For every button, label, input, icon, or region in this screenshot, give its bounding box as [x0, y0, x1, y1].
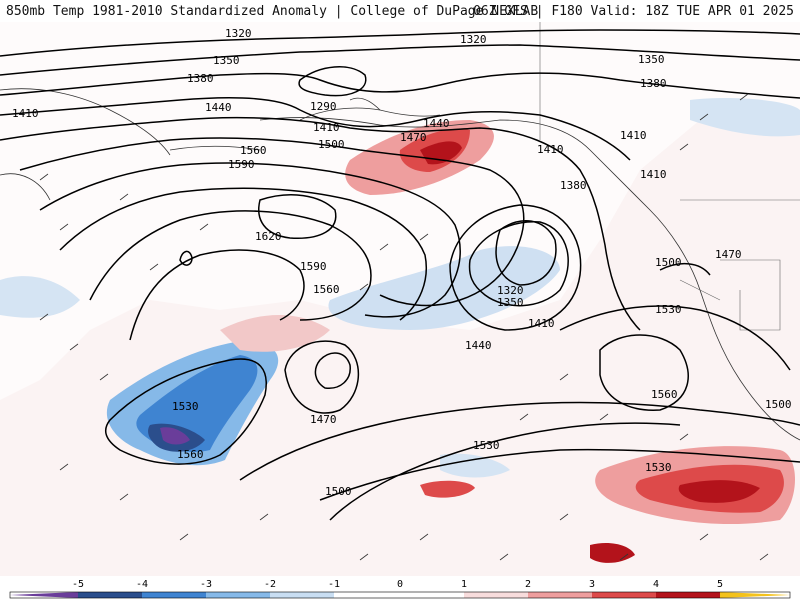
contour-label: 1410 — [640, 168, 667, 181]
colorbar-segment — [10, 592, 78, 598]
colorbar-tick-labels: -5 -4 -3 -2 -1 0 1 2 3 4 5 — [72, 579, 723, 590]
contour-label: 1350 — [497, 296, 524, 309]
contour-label: 1350 — [638, 53, 665, 66]
colorbar-tick-label: -5 — [72, 579, 84, 590]
colorbar-segment — [592, 592, 656, 598]
colorbar-tick-label: 0 — [397, 579, 403, 590]
colorbar-outline — [9, 591, 791, 599]
contour-label: 1560 — [240, 144, 267, 157]
contour-label: 1380 — [560, 179, 587, 192]
colorbar-segments — [9, 591, 791, 599]
colorbar-tick-label: 1 — [461, 579, 467, 590]
colorbar: -5 -4 -3 -2 -1 0 1 2 3 4 5 — [0, 576, 800, 600]
contour-label: 1560 — [313, 283, 340, 296]
contour-label: 1500 — [765, 398, 792, 411]
colorbar-tick-label: -1 — [328, 579, 340, 590]
contour-label: 1590 — [300, 260, 327, 273]
contour-label: 1530 — [645, 461, 672, 474]
contour-label: 1440 — [423, 117, 450, 130]
colorbar-canvas: -5 -4 -3 -2 -1 0 1 2 3 4 5 — [9, 579, 791, 599]
contour-label: 1530 — [172, 400, 199, 413]
contour-label: 1470 — [715, 248, 742, 261]
colorbar-tick-label: -3 — [200, 579, 212, 590]
model-valid-time: 06Z GFS | F180 Valid: 18Z TUE APR 01 202… — [473, 4, 794, 19]
positive-anomaly-very-strong-southeast — [678, 480, 760, 503]
contour-label: 1500 — [318, 138, 345, 151]
positive-anomaly-light-central — [220, 315, 330, 352]
positive-anomaly-very-strong-south — [590, 543, 635, 563]
colorbar-segment — [656, 592, 720, 598]
neutral-anomaly-area — [0, 22, 800, 400]
contour-label: 1620 — [255, 230, 282, 243]
contour-label: 1500 — [655, 256, 682, 269]
contour-label: 1320 — [460, 33, 487, 46]
map-title: 850mb Temp 1981-2010 Standardized Anomal… — [6, 4, 539, 19]
colorbar-segment — [400, 592, 464, 598]
colorbar-segment — [464, 592, 528, 598]
map-header: 850mb Temp 1981-2010 Standardized Anomal… — [0, 0, 800, 22]
colorbar-segment — [334, 592, 400, 598]
colorbar-tick-label: 3 — [589, 579, 595, 590]
political-boundaries — [539, 22, 800, 331]
height-contours — [0, 29, 800, 521]
positive-anomaly-strong-south — [420, 480, 475, 498]
negative-anomaly-light-west — [0, 276, 80, 318]
colorbar-segment — [78, 592, 142, 598]
negative-anomaly-light-northeast — [690, 98, 800, 137]
colorbar-segment — [142, 592, 206, 598]
colorbar-tick-label: 2 — [525, 579, 531, 590]
contour-label: 1320 — [225, 27, 252, 40]
contour-label: 1290 — [310, 100, 337, 113]
colorbar-segment — [720, 592, 790, 598]
contour-label: 1410 — [528, 317, 555, 330]
contour-label: 1320 — [497, 284, 524, 297]
negative-anomaly-light-central — [328, 246, 560, 330]
contour-label: 1470 — [310, 413, 337, 426]
contour-label: 1380 — [640, 77, 667, 90]
contour-label: 1440 — [205, 101, 232, 114]
contour-label: 1410 — [620, 129, 647, 142]
negative-anomaly-extreme — [160, 427, 190, 445]
colorbar-tick-label: 4 — [653, 579, 659, 590]
contour-label: 1560 — [177, 448, 204, 461]
contour-label: 1380 — [187, 72, 214, 85]
contour-label: 1530 — [473, 439, 500, 452]
colorbar-segment — [206, 592, 270, 598]
contour-label: 1470 — [400, 131, 427, 144]
colorbar-segment — [270, 592, 334, 598]
colorbar-tick-label: -4 — [136, 579, 148, 590]
colorbar-tick-label: 5 — [717, 579, 723, 590]
contour-label: 1530 — [655, 303, 682, 316]
contour-label: 1500 — [325, 485, 352, 498]
contour-label: 1440 — [465, 339, 492, 352]
contour-label: 1590 — [228, 158, 255, 171]
anomaly-map: 1320 1320 1350 1350 1380 1380 1410 1410 … — [0, 22, 800, 576]
negative-anomaly-light-south — [440, 453, 510, 478]
map-canvas: 1320 1320 1350 1350 1380 1380 1410 1410 … — [0, 22, 800, 576]
contour-label: 1560 — [651, 388, 678, 401]
contour-label: 1350 — [213, 54, 240, 67]
contour-labels: 1320 1320 1350 1350 1380 1380 1410 1410 … — [12, 27, 792, 498]
wind-barbs — [39, 93, 769, 561]
contour-label: 1410 — [313, 121, 340, 134]
colorbar-tick-label: -2 — [264, 579, 276, 590]
coastlines — [0, 88, 800, 441]
contour-label: 1410 — [12, 107, 39, 120]
contour-label: 1410 — [537, 143, 564, 156]
colorbar-segment — [528, 592, 592, 598]
